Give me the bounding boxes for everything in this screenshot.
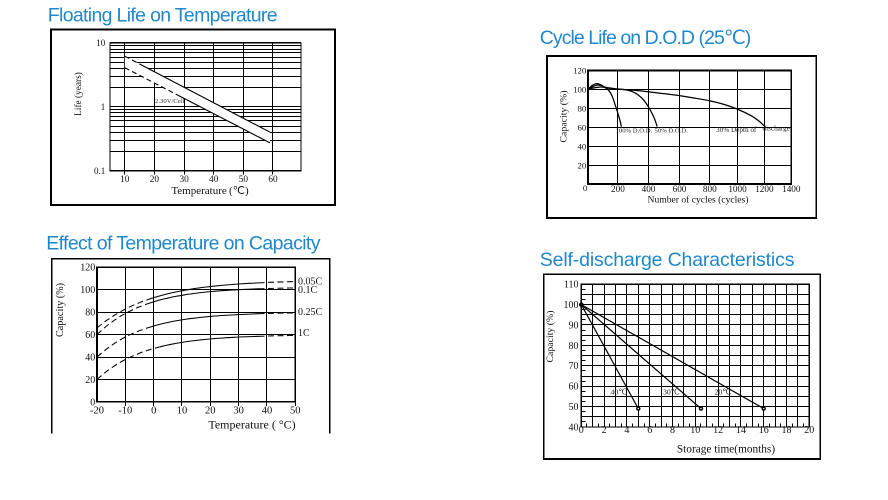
svg-text:discharge: discharge (763, 125, 790, 133)
svg-text:80: 80 (578, 104, 587, 114)
svg-text:70: 70 (569, 361, 579, 372)
svg-text:20: 20 (150, 175, 160, 185)
svg-text:16: 16 (759, 425, 769, 436)
svg-text:30℃: 30℃ (663, 387, 680, 396)
svg-text:1C: 1C (298, 328, 310, 339)
svg-text:50: 50 (239, 175, 249, 185)
svg-text:90: 90 (569, 320, 579, 331)
svg-text:Capacity (%): Capacity (%) (55, 283, 66, 337)
svg-text:120: 120 (573, 66, 587, 76)
svg-text:800: 800 (703, 184, 717, 194)
svg-text:10: 10 (120, 175, 130, 185)
svg-text:0: 0 (90, 397, 95, 408)
svg-text:80: 80 (85, 308, 95, 319)
svg-text:20: 20 (205, 406, 216, 417)
svg-text:0.05C: 0.05C (298, 277, 323, 288)
svg-text:10: 10 (690, 425, 700, 436)
svg-text:200: 200 (611, 184, 625, 194)
svg-text:2: 2 (602, 425, 607, 436)
svg-text:30: 30 (179, 175, 189, 185)
svg-text:1400: 1400 (782, 184, 801, 194)
svg-text:30: 30 (233, 406, 244, 417)
svg-text:18: 18 (782, 425, 792, 436)
svg-text:Capacity (%): Capacity (%) (559, 91, 570, 143)
svg-text:100: 100 (564, 300, 579, 311)
svg-text:Storage time(months): Storage time(months) (677, 443, 775, 455)
svg-text:20℃: 20℃ (715, 387, 732, 396)
svg-text:2.30V/Cell: 2.30V/Cell (155, 98, 185, 105)
svg-text:100: 100 (80, 285, 95, 296)
svg-text:0: 0 (579, 425, 584, 436)
svg-text:100% D.O.D.: 100% D.O.D. (616, 128, 653, 135)
svg-text:40: 40 (578, 141, 587, 151)
svg-text:0: 0 (151, 406, 156, 417)
svg-text:10: 10 (96, 38, 106, 48)
svg-text:60: 60 (268, 175, 278, 185)
svg-text:1000: 1000 (728, 184, 747, 194)
svg-text:Effect of Temperature on Capac: Effect of Temperature on Capacity (46, 233, 321, 255)
svg-text:40: 40 (262, 406, 273, 417)
svg-text:20: 20 (804, 425, 814, 436)
svg-text:50: 50 (290, 406, 301, 417)
svg-text:30% Depth of: 30% Depth of (716, 126, 757, 134)
svg-text:8: 8 (670, 425, 675, 436)
svg-text:Temperature ( °C): Temperature ( °C) (208, 417, 295, 431)
svg-text:100: 100 (573, 85, 587, 95)
svg-text:50: 50 (569, 402, 579, 413)
svg-text:-20: -20 (90, 406, 104, 417)
svg-text:Temperature (℃): Temperature (℃) (171, 185, 249, 197)
svg-text:14: 14 (736, 425, 746, 436)
svg-text:1: 1 (101, 102, 106, 112)
svg-text:4: 4 (624, 425, 629, 436)
svg-text:12: 12 (713, 425, 723, 436)
svg-text:80: 80 (569, 341, 579, 352)
svg-text:-10: -10 (118, 406, 132, 417)
svg-text:110: 110 (564, 280, 579, 291)
svg-text:Number of cycles (cycles): Number of cycles (cycles) (648, 195, 749, 206)
svg-text:40℃: 40℃ (611, 387, 628, 396)
svg-text:Floating Life on Temperature: Floating Life on Temperature (48, 4, 277, 26)
svg-text:40: 40 (569, 422, 579, 433)
svg-text:60: 60 (578, 122, 587, 132)
svg-text:1200: 1200 (755, 184, 774, 194)
svg-text:400: 400 (642, 184, 656, 194)
svg-text:Self-discharge Characteristics: Self-discharge Characteristics (540, 249, 795, 271)
svg-text:0.25C: 0.25C (298, 307, 323, 318)
svg-text:40: 40 (85, 352, 95, 363)
svg-text:20: 20 (578, 160, 587, 170)
svg-text:0: 0 (583, 183, 588, 193)
svg-text:20: 20 (85, 375, 95, 386)
svg-text:Cycle Life on D.O.D (25℃): Cycle Life on D.O.D (25℃) (540, 27, 751, 49)
svg-text:0.1: 0.1 (94, 166, 105, 176)
svg-text:60: 60 (569, 382, 579, 393)
svg-text:60: 60 (85, 330, 95, 341)
svg-text:40: 40 (209, 175, 219, 185)
svg-text:600: 600 (673, 184, 687, 194)
svg-text:Capacity (%): Capacity (%) (545, 311, 556, 363)
svg-text:120: 120 (80, 263, 95, 274)
svg-text:10: 10 (177, 406, 188, 417)
svg-text:50% D.O.D.: 50% D.O.D. (655, 128, 689, 135)
svg-text:Life (years): Life (years) (73, 72, 84, 116)
svg-text:6: 6 (647, 425, 652, 436)
svg-text:0.1C: 0.1C (298, 285, 318, 296)
